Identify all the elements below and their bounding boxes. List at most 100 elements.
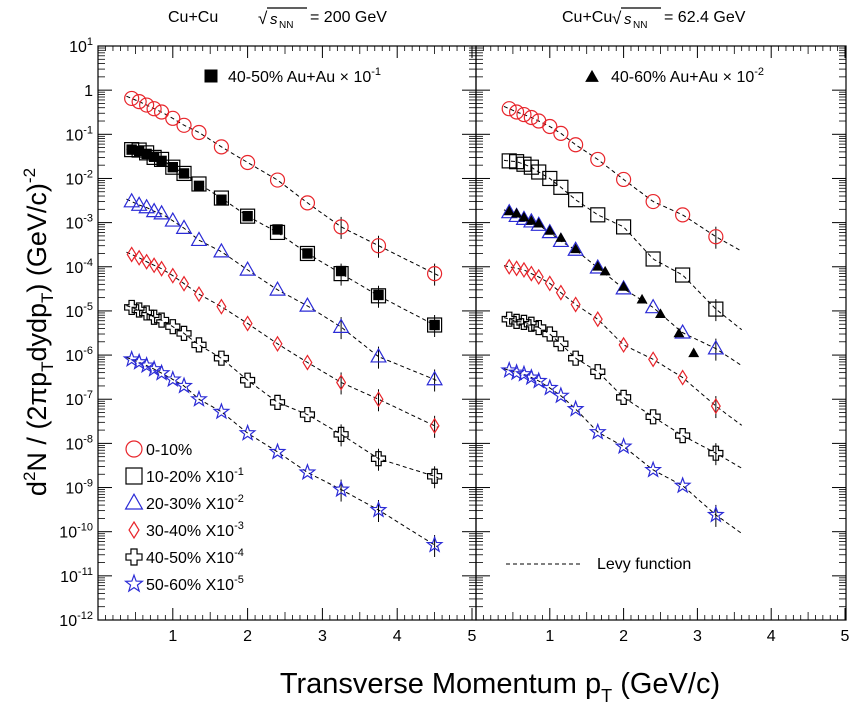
data-point [707,339,725,355]
data-point [553,336,569,352]
panel-right-energy: = 62.4 GeV [664,9,746,26]
data-point [299,296,316,312]
x-tick-label: 3 [318,628,327,645]
reference-point [272,224,283,235]
data-point [369,500,388,518]
data-point [299,406,316,423]
data-point [213,190,230,206]
data-point [126,246,137,263]
data-point [124,299,140,316]
panel-left-nn: NN [279,20,293,31]
x-tick-label: 5 [841,628,850,645]
data-point [533,268,544,286]
data-point [302,354,313,371]
data-point [145,202,163,218]
data-point [213,350,230,366]
reference-point [242,210,253,222]
data-point [645,251,661,267]
data-point [242,315,253,332]
y-tick-label: 10-3 [65,213,93,233]
data-point [175,376,194,394]
data-point [500,360,519,379]
y-tick-label: 10-8 [65,433,93,453]
data-point [516,314,532,330]
data-point [122,349,141,368]
data-point [644,460,663,478]
ref-right-label: 40-60% Au+Au × 10-2 [611,66,764,86]
panel-right-title: Cu+Cu √ s NN = 62.4 GeV [562,7,746,31]
data-point [523,109,539,126]
data-point [269,394,286,410]
data-point [553,179,569,195]
panel-left-system: Cu+Cu [168,9,218,26]
legend-label: 20-30% X10-2 [146,493,244,513]
panel-right-s: s [624,11,632,28]
data-point [544,275,555,292]
data-point [590,151,606,168]
y-tick-label: 10-6 [65,345,93,365]
reference-point [178,168,190,179]
reference-point [673,327,685,338]
reference-point [555,232,567,242]
x-tick-label: 3 [693,628,702,645]
data-point [190,231,208,247]
fit-curves-right [503,105,743,534]
legend-label: 10-20% X10-1 [146,466,244,486]
data-point [332,318,350,333]
data-point [429,417,440,434]
markers-right [500,101,725,527]
data-point [673,476,692,494]
data-point [523,316,539,332]
data-point [645,409,661,425]
data-point [645,193,661,210]
data-point [153,204,170,220]
panel-right-frame [475,45,847,621]
panel-left-energy: = 200 GeV [310,9,387,26]
data-point [240,208,256,224]
legend-marker [123,573,145,593]
fit-curve [126,251,439,428]
panel-right-system: Cu+Cu [562,9,612,26]
legend-marker [125,548,143,566]
data-point [238,423,257,441]
data-point [615,279,632,295]
data-point [145,359,164,377]
data-point [153,312,170,328]
data-point [526,265,537,282]
data-point [137,356,156,374]
reference-point [167,161,178,173]
data-point [370,451,387,467]
data-point [370,238,387,254]
ref-right-marker [585,69,599,82]
data-point [589,258,607,274]
data-point [165,110,181,126]
data-point [124,90,140,107]
axes: 1 2 3 4 5 1 2 3 4 5 101 1 10-1 10-2 10-3 10-4 10-5 10-6 10… [59,36,849,645]
x-tick-label: 1 [168,628,177,645]
fit-legend-label: Levy function [597,556,691,573]
data-point [501,101,517,117]
legend-label: 40-50% X10-4 [146,547,244,567]
data-point [568,137,584,153]
ref-left-marker [204,69,218,83]
data-point [555,284,566,301]
data-point [178,275,190,292]
data-point [152,363,171,381]
legend-marker [124,492,144,510]
y-tick-label: 10-2 [65,168,93,188]
data-point [710,397,721,415]
data-point [131,302,147,318]
data-point [153,104,170,120]
data-point [592,311,603,328]
data-point [648,351,659,368]
data-point [588,422,607,440]
data-point [542,326,558,342]
data-point [542,170,558,187]
reference-point [373,289,384,301]
panel-left-title: Cu+Cu √ s NN = 200 GeV [168,7,387,31]
data-point [333,426,349,442]
reference-point [193,180,205,192]
data-point [156,260,167,277]
data-point [427,468,443,484]
data-point [708,229,724,245]
